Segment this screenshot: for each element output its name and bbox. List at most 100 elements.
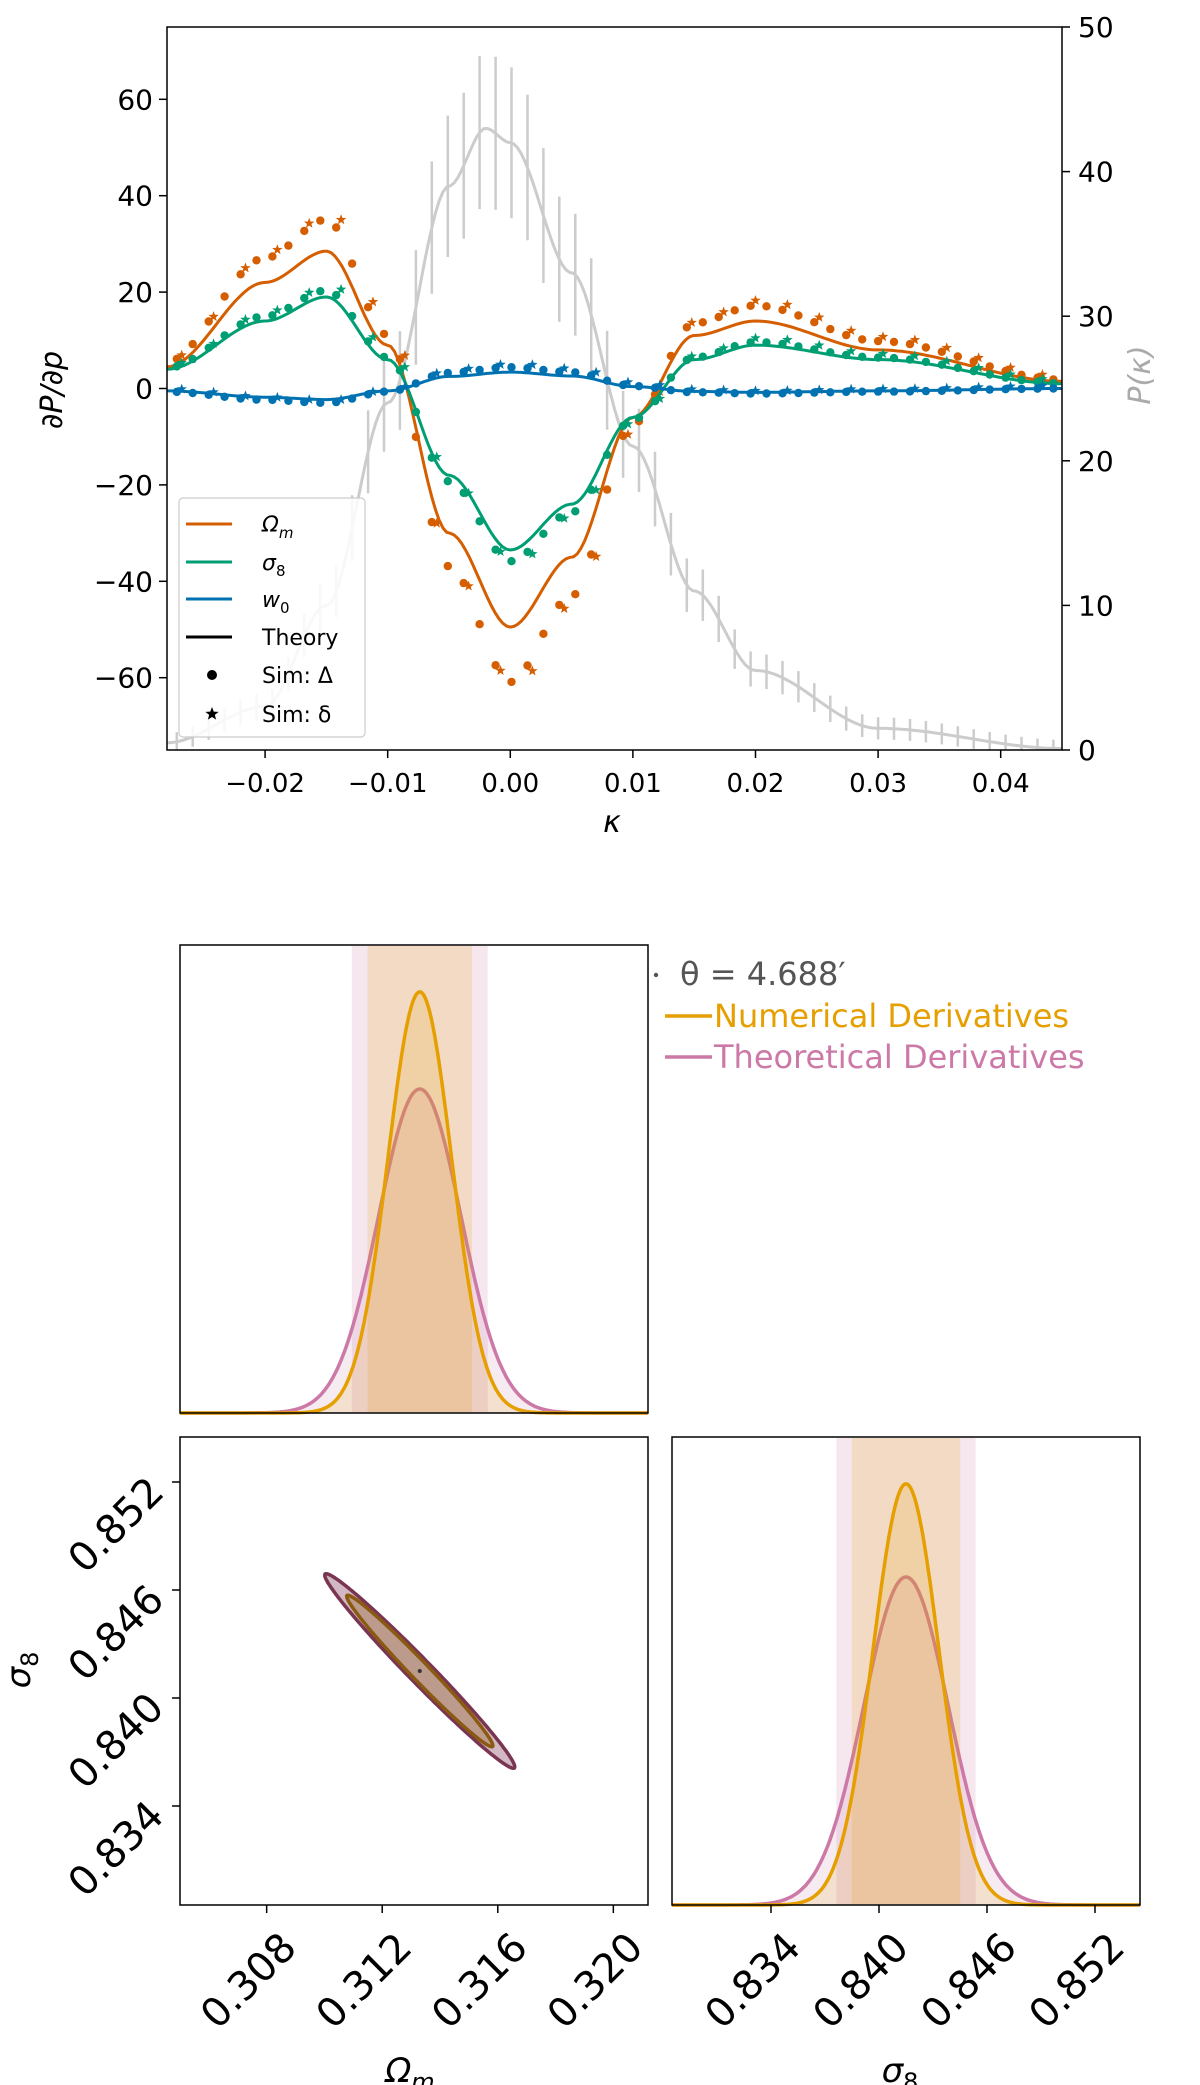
sim-small-delta-marker bbox=[335, 394, 347, 405]
sim-big-delta-marker bbox=[842, 387, 851, 397]
sim-big-delta-marker bbox=[1001, 385, 1010, 394]
y2-tick-label: 40 bbox=[1078, 156, 1114, 189]
sim-big-delta-marker bbox=[842, 330, 851, 340]
sim-big-delta-marker bbox=[905, 387, 915, 396]
sim-big-delta-marker bbox=[363, 337, 373, 346]
omega-m-axis-label: Ωm bbox=[383, 2051, 434, 2085]
sim-small-delta-marker bbox=[622, 376, 634, 387]
sim-small-delta-marker bbox=[909, 383, 921, 394]
x-tick-label: 0.02 bbox=[727, 769, 785, 799]
sim-big-delta-marker bbox=[459, 488, 468, 498]
sim-big-delta-marker bbox=[220, 292, 229, 301]
sim-big-delta-marker bbox=[587, 485, 596, 494]
sim-big-delta-marker bbox=[220, 331, 229, 340]
sim-small-delta-marker bbox=[973, 362, 984, 373]
sim-big-delta-marker bbox=[905, 339, 915, 349]
sim-big-delta-marker bbox=[953, 363, 962, 373]
sim-small-delta-marker bbox=[399, 381, 411, 392]
joint-contour-frame bbox=[179, 1436, 649, 1906]
x-tick-label: 0.04 bbox=[972, 769, 1030, 799]
legend-marker-sim-small-delta bbox=[205, 707, 219, 720]
sigma-8-numerical-fill bbox=[672, 1483, 1140, 1905]
sim-big-delta-marker bbox=[810, 388, 819, 397]
sim-big-delta-marker bbox=[873, 387, 883, 396]
sim-small-delta-marker bbox=[176, 349, 187, 360]
sim-big-delta-marker bbox=[523, 364, 532, 373]
sim-small-delta-marker bbox=[527, 359, 538, 370]
sim-small-delta-marker bbox=[1005, 362, 1016, 372]
sim-big-delta-marker bbox=[204, 317, 213, 326]
sim-big-delta-marker bbox=[507, 677, 516, 687]
sim-big-delta-marker bbox=[969, 385, 978, 395]
y2-tick-label: 50 bbox=[1078, 11, 1114, 44]
sim-big-delta-marker bbox=[571, 368, 580, 377]
sim-big-delta-marker bbox=[284, 303, 293, 313]
sim-big-delta-marker bbox=[985, 362, 994, 371]
sim-small-delta-marker bbox=[399, 361, 411, 372]
sim-small-delta-marker bbox=[814, 339, 825, 350]
sim-small-delta-marker bbox=[527, 548, 538, 559]
sigma-8-x-tick-label: 0.846 bbox=[912, 1924, 1026, 2038]
sim-big-delta-marker bbox=[411, 432, 421, 442]
sim-small-delta-marker bbox=[1037, 380, 1048, 391]
sim-small-delta-marker bbox=[845, 383, 857, 394]
x-tick-label: 0.00 bbox=[481, 769, 539, 799]
sim-small-delta-marker bbox=[590, 551, 602, 561]
sim-small-delta-marker bbox=[367, 386, 379, 397]
sim-small-delta-marker bbox=[782, 334, 793, 345]
sim-big-delta-marker bbox=[188, 339, 197, 349]
sigma-8-axis-label: σ8 bbox=[882, 2051, 919, 2085]
sim-small-delta-marker bbox=[686, 350, 697, 361]
sigma-8-x-tick-label: 0.852 bbox=[1020, 1924, 1134, 2038]
sim-small-delta-marker bbox=[303, 217, 315, 228]
sim-big-delta-marker bbox=[602, 450, 612, 459]
sim-small-delta-marker bbox=[877, 331, 889, 342]
sim-big-delta-marker bbox=[730, 342, 739, 351]
sim-big-delta-marker bbox=[889, 353, 899, 363]
sim-big-delta-marker bbox=[555, 513, 564, 522]
sigma-8-y-tick-label: 0.840 bbox=[60, 1685, 174, 1799]
sim-big-delta-marker bbox=[443, 477, 452, 486]
sim-big-delta-marker bbox=[634, 382, 644, 391]
omega-m-theoretical-band bbox=[351, 946, 488, 1412]
sigma-8-y-tick-label: 0.834 bbox=[60, 1793, 174, 1907]
sim-small-delta-marker bbox=[463, 487, 474, 498]
y-tick-label: 40 bbox=[117, 180, 153, 213]
sim-big-delta-marker bbox=[858, 352, 867, 361]
sim-small-delta-marker bbox=[654, 393, 666, 404]
sim-big-delta-marker bbox=[714, 388, 723, 397]
sim-big-delta-marker bbox=[730, 389, 739, 398]
sim-small-delta-marker bbox=[431, 517, 442, 528]
legend-label-sim-big-delta: Sim: Δ bbox=[262, 664, 333, 689]
sim-big-delta-marker bbox=[332, 397, 341, 407]
sim-big-delta-marker bbox=[252, 395, 261, 404]
sim-small-delta-marker bbox=[941, 355, 952, 366]
sim-big-delta-marker bbox=[889, 337, 899, 347]
omega-m-tick-label: 0.308 bbox=[192, 1924, 306, 2038]
sim-small-delta-marker bbox=[1005, 368, 1016, 379]
sim-big-delta-marker bbox=[427, 517, 436, 527]
sim-small-delta-marker bbox=[208, 338, 219, 349]
y2-tick-label: 30 bbox=[1078, 300, 1114, 333]
sim-small-delta-marker bbox=[877, 383, 889, 394]
sim-big-delta-marker bbox=[188, 354, 197, 364]
omega-m-numerical-fill bbox=[180, 991, 648, 1413]
legend-label-theoretical: Theoretical Derivatives bbox=[713, 1038, 1085, 1076]
legend-label-theory: Theory bbox=[261, 626, 338, 651]
sim-big-delta-marker bbox=[395, 355, 405, 364]
sim-small-delta-marker bbox=[367, 296, 379, 307]
sim-big-delta-marker bbox=[682, 387, 691, 397]
sim-small-delta-marker bbox=[814, 384, 825, 395]
sim-big-delta-marker bbox=[666, 351, 676, 361]
sim-small-delta-marker bbox=[782, 299, 793, 310]
sim-big-delta-marker bbox=[475, 365, 484, 375]
sim-big-delta-marker bbox=[539, 529, 548, 538]
sim-small-delta-marker bbox=[240, 262, 251, 273]
legend-label-numerical: Numerical Derivatives bbox=[714, 997, 1069, 1035]
sim-big-delta-marker bbox=[459, 367, 468, 377]
sim-big-delta-marker bbox=[682, 323, 691, 332]
sim-big-delta-marker bbox=[300, 226, 309, 236]
sim-big-delta-marker bbox=[858, 335, 867, 344]
sim-small-delta-marker bbox=[240, 314, 251, 324]
